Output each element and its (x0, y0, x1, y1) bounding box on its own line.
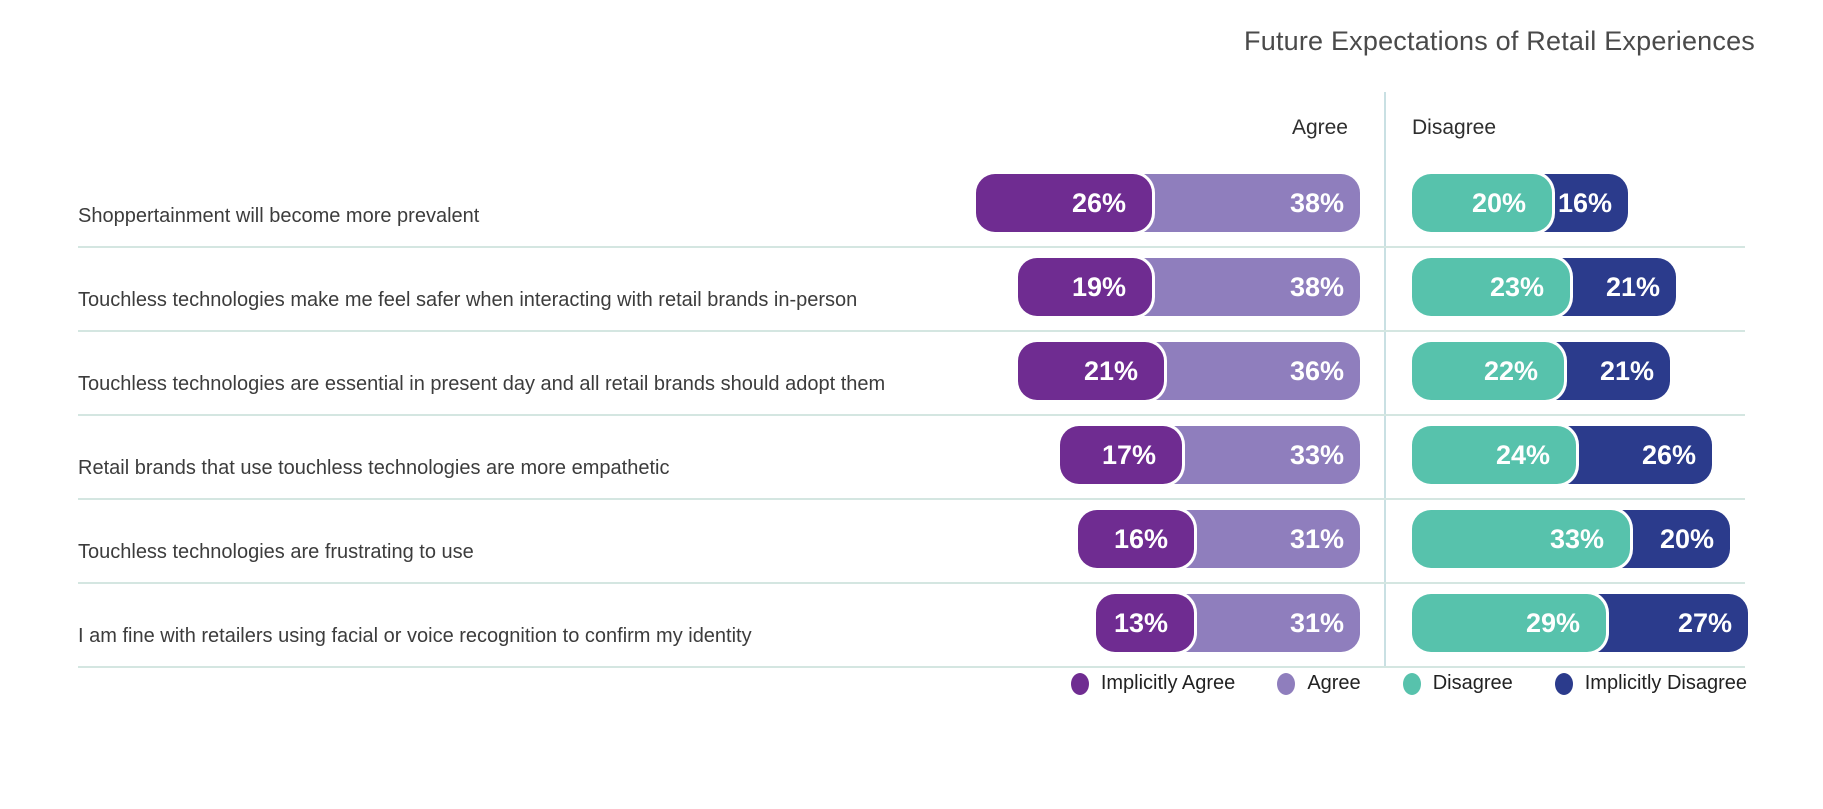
legend-item: Implicitly Disagree (1554, 672, 1747, 695)
legend-item: Implicitly Agree (1070, 672, 1236, 695)
bar-segment-implicitly-agree: 19% (1018, 258, 1152, 316)
bar-segment-agree: 38% (1112, 258, 1360, 316)
legend-color-dot (1277, 672, 1296, 695)
bar-segment-disagree: 33% (1412, 510, 1630, 568)
legend-item: Agree (1277, 672, 1361, 695)
bar-segment-disagree: 22% (1412, 342, 1564, 400)
legend-color-dot (1554, 672, 1573, 695)
chart-title: Future Expectations of Retail Experience… (1244, 26, 1755, 56)
bar-segment-agree: 38% (1112, 174, 1360, 232)
row-label: Touchless technologies are frustrating t… (78, 541, 474, 563)
row-label: Touchless technologies make me feel safe… (78, 289, 858, 311)
bar-segment-disagree: 23% (1412, 258, 1570, 316)
legend-label: Implicitly Agree (1100, 672, 1236, 694)
bar-segment-implicitly-agree: 26% (976, 174, 1152, 232)
legend-item: Disagree (1402, 672, 1513, 695)
bar-segment-disagree: 20% (1412, 174, 1552, 232)
bar-segment-disagree: 24% (1412, 426, 1576, 484)
bar-segment-disagree: 29% (1412, 594, 1606, 652)
legend-color-dot (1070, 672, 1089, 695)
row-separator-line (78, 414, 1745, 416)
disagree-column-header: Disagree (1412, 116, 1497, 139)
row-label: I am fine with retailers using facial or… (78, 625, 752, 647)
legend-label: Implicitly Disagree (1584, 672, 1747, 694)
row-label: Retail brands that use touchless technol… (78, 457, 670, 479)
bar-segment-implicitly-agree: 16% (1078, 510, 1194, 568)
row-separator-line (78, 582, 1745, 584)
row-separator-line (78, 246, 1745, 248)
legend-label: Agree (1307, 672, 1361, 694)
legend-color-dot (1402, 672, 1421, 695)
legend-label: Disagree (1432, 672, 1513, 694)
agree-column-header: Agree (1291, 116, 1348, 139)
row-separator-line (78, 330, 1745, 332)
row-label: Touchless technologies are essential in … (78, 373, 886, 395)
bar-segment-implicitly-agree: 21% (1018, 342, 1164, 400)
bar-segment-implicitly-agree: 17% (1060, 426, 1182, 484)
chart-legend: Implicitly Agree Agree Disagree Implicitly … (1070, 672, 1747, 695)
row-separator-line (78, 498, 1745, 500)
bar-segment-implicitly-agree: 13% (1096, 594, 1194, 652)
row-label: Shoppertainment will become more prevale… (78, 205, 480, 227)
center-divider-line (1384, 92, 1386, 666)
row-separator-line (78, 666, 1745, 668)
